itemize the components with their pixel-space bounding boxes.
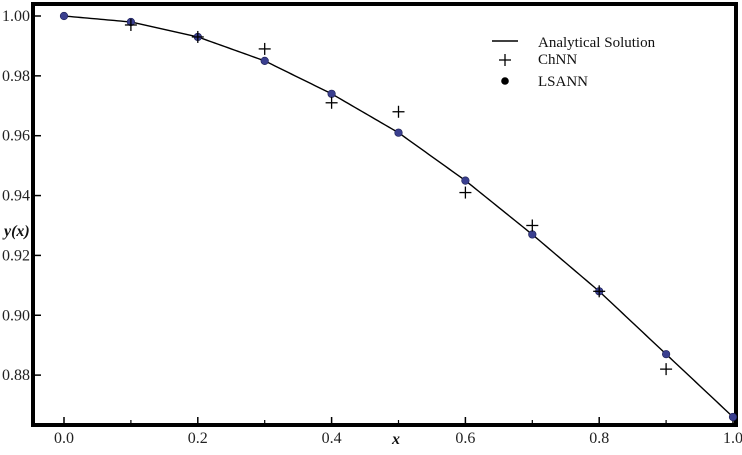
y-axis-ticks: 0.88 0.90 0.92 0.94 0.96 0.98 1.00 bbox=[2, 8, 41, 384]
x-tick-label: 0.0 bbox=[54, 430, 74, 447]
legend-label-lsann: LSANN bbox=[538, 74, 588, 90]
lsann-point bbox=[327, 89, 336, 98]
y-tick-label: 0.98 bbox=[2, 68, 30, 85]
lsann-point bbox=[728, 412, 738, 422]
chnn-point bbox=[191, 30, 204, 43]
chnn-series bbox=[124, 18, 673, 376]
y-tick-label: 0.92 bbox=[2, 247, 30, 264]
x-tick-label: 0.2 bbox=[188, 430, 208, 447]
legend-label-analytical: Analytical Solution bbox=[538, 35, 656, 51]
chnn-point bbox=[392, 105, 405, 118]
chnn-point bbox=[459, 186, 472, 199]
y-tick-label: 0.94 bbox=[2, 188, 30, 205]
plot-frame bbox=[31, 2, 738, 427]
chnn-point bbox=[124, 18, 137, 31]
x-tick-label: 1.0 bbox=[723, 430, 742, 447]
lsann-point bbox=[260, 56, 269, 65]
x-tick-label: 0.6 bbox=[455, 430, 475, 447]
legend-dot-swatch bbox=[501, 77, 509, 85]
y-axis-label: y(x) bbox=[2, 223, 30, 240]
chnn-point bbox=[526, 219, 539, 232]
y-tick-label: 0.90 bbox=[2, 307, 30, 324]
x-axis-label: x bbox=[391, 431, 400, 448]
chnn-point bbox=[593, 285, 606, 298]
analytical-solution-line bbox=[63, 15, 734, 418]
analytical-solution-series bbox=[63, 15, 734, 418]
lsann-point bbox=[59, 11, 69, 21]
chnn-point bbox=[660, 363, 673, 376]
x-tick-label: 0.8 bbox=[589, 430, 609, 447]
lsann-point bbox=[461, 176, 470, 185]
lsann-point bbox=[528, 230, 537, 239]
legend-plus-swatch bbox=[499, 54, 511, 66]
x-axis-ticks: 0.0 0.2 0.4 0.6 0.8 1.0 bbox=[54, 417, 742, 447]
y-tick-label: 1.00 bbox=[2, 8, 30, 25]
chnn-point bbox=[258, 42, 271, 55]
chnn-point bbox=[325, 96, 338, 109]
lsann-series bbox=[59, 11, 738, 422]
lsann-point bbox=[394, 128, 403, 137]
lsann-point bbox=[661, 350, 671, 359]
y-tick-label: 0.96 bbox=[2, 128, 30, 145]
x-tick-label: 0.4 bbox=[322, 430, 342, 447]
y-tick-label: 0.88 bbox=[2, 367, 30, 384]
legend: Analytical Solution ChNN LSANN bbox=[492, 35, 656, 90]
legend-label-chnn: ChNN bbox=[538, 52, 577, 68]
